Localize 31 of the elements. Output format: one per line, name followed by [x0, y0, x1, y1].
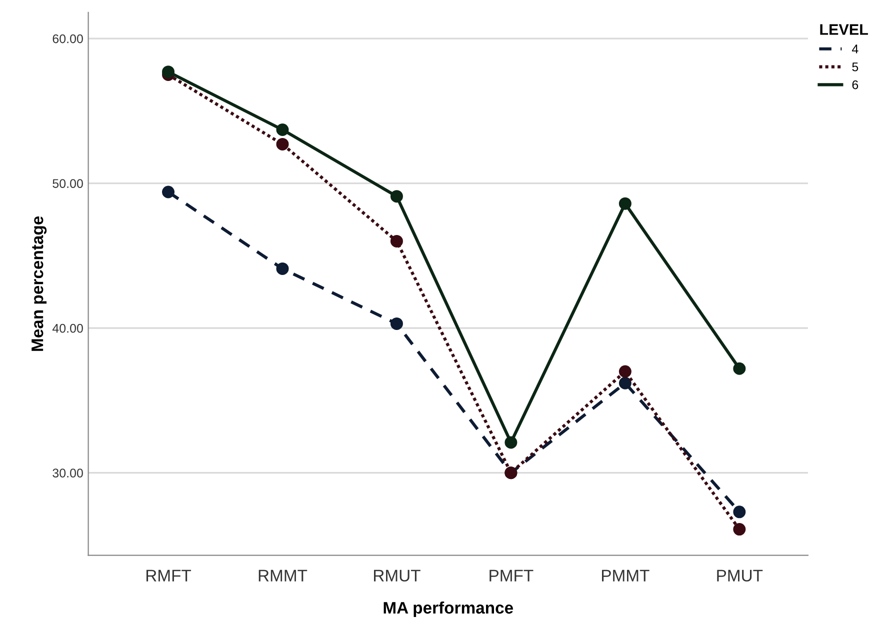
point [162, 186, 175, 198]
x-tick-label: RMMT [258, 570, 308, 582]
point [618, 197, 632, 210]
point [733, 506, 746, 518]
point [618, 376, 632, 390]
y-tick-label: 60.00 [52, 34, 83, 44]
legend-label: 6 [852, 80, 858, 90]
point [162, 66, 175, 78]
legend-label: 4 [852, 44, 858, 54]
legend-label: 5 [852, 62, 858, 72]
point [390, 190, 403, 203]
y-tick-label: 50.00 [52, 179, 83, 188]
point [733, 523, 746, 536]
legend-title: LEVEL [820, 24, 868, 35]
x-tick-label: PMMT [602, 570, 650, 582]
point [390, 234, 403, 248]
point [276, 262, 289, 275]
y-tick-label: 40.00 [52, 324, 83, 333]
point [733, 362, 746, 375]
x-tick-label: PMUT [717, 570, 763, 582]
point [276, 138, 289, 150]
point [618, 365, 632, 378]
point [504, 436, 518, 449]
x-tick-label: PMFT [490, 570, 534, 582]
x-tick-label: RMFT [146, 570, 192, 582]
point [276, 123, 289, 136]
point [390, 317, 403, 330]
y-tick-label: 30.00 [52, 468, 83, 478]
x-axis-title: MA performance [384, 601, 513, 617]
y-axis-title: Mean percentage [32, 216, 47, 351]
x-tick-label: RMUT [374, 570, 420, 582]
